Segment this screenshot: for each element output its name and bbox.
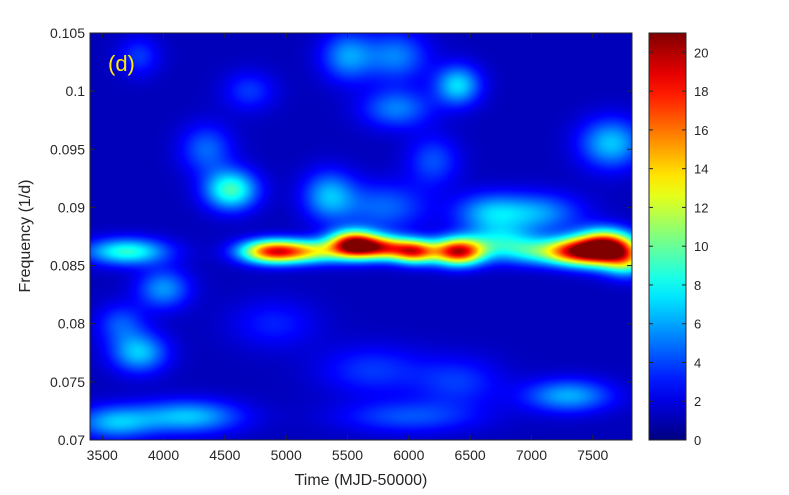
- y-tick-label: 0.1: [66, 83, 86, 99]
- x-tick-label: 4000: [148, 447, 179, 463]
- x-tick-label: 7500: [577, 447, 608, 463]
- colorbar-tick-label: 2: [694, 394, 701, 409]
- x-tick-label: 3500: [87, 447, 118, 463]
- x-tick-label: 4500: [209, 447, 240, 463]
- y-tick-label: 0.09: [58, 199, 85, 215]
- y-tick-label: 0.08: [58, 316, 85, 332]
- y-tick-label: 0.085: [50, 258, 85, 274]
- x-tick-label: 5500: [332, 447, 363, 463]
- colorbar-tick-label: 14: [694, 162, 708, 177]
- colorbar-tick-label: 8: [694, 278, 701, 293]
- x-tick-label: 7000: [516, 447, 547, 463]
- x-axis-title: Time (MJD-50000): [295, 472, 428, 489]
- y-axis: 0.07 0.075 0.08 0.085 0.09 0.095 0.1 0.105: [50, 25, 632, 448]
- x-tick-label: 6500: [455, 447, 486, 463]
- y-tick-label: 0.095: [50, 141, 85, 157]
- y-axis-title: Frequency (1/d): [17, 180, 34, 293]
- y-tick-label: 0.075: [50, 374, 85, 390]
- colorbar-ticks: 0 2 4 6 8 10 12 14 16 18 20: [649, 45, 708, 448]
- colorbar-tick-label: 18: [694, 84, 708, 99]
- colorbar-tick-label: 10: [694, 239, 708, 254]
- x-tick-label: 5000: [271, 447, 302, 463]
- colorbar-tick-label: 0: [694, 433, 701, 448]
- colorbar-tick-label: 12: [694, 200, 708, 215]
- y-tick-label: 0.07: [58, 432, 85, 448]
- colorbar-tick-label: 20: [694, 45, 708, 60]
- colorbar-tick-label: 6: [694, 317, 701, 332]
- colorbar: [648, 32, 687, 441]
- heatmap: [90, 33, 632, 440]
- panel-label: (d): [108, 51, 135, 76]
- colorbar-tick-label: 4: [694, 355, 701, 370]
- heatmap-image: [90, 33, 632, 440]
- x-axis: 3500 4000 4500 5000 5500 6000 6500 7000 7500: [87, 33, 609, 463]
- plot-frame: [89, 32, 633, 441]
- colorbar-tick-label: 16: [694, 123, 708, 138]
- y-tick-label: 0.105: [50, 25, 85, 41]
- x-tick-label: 6000: [393, 447, 424, 463]
